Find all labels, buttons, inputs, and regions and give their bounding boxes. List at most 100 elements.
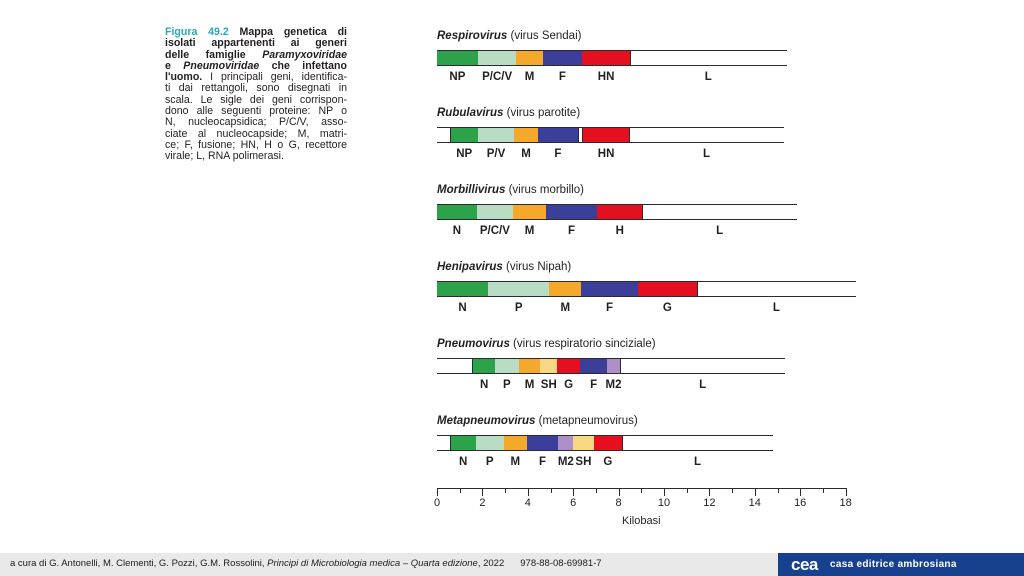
- gene-label: P: [485, 456, 494, 468]
- axis-tick-label: 16: [794, 497, 807, 509]
- axis-major-tick: [664, 488, 665, 496]
- text-run: dono alle seguenti proteine: NP o: [165, 105, 347, 118]
- gene-segment-m2: [558, 436, 574, 450]
- axis-major-tick: [482, 488, 484, 496]
- gene-label: P/C/V: [479, 225, 510, 237]
- gene-label: H: [615, 225, 624, 237]
- gene-label: NP: [449, 71, 466, 83]
- gene-label: P: [514, 302, 523, 314]
- text-run: N, nucleocapsidica; P/C/V, asso-: [165, 116, 347, 129]
- gene-segment-p: [488, 282, 550, 296]
- caption-line: l'uomo. I principali geni, identifica-: [165, 72, 347, 83]
- text-run: delle famiglie: [165, 48, 263, 61]
- figure-caption: Figura 49.2 Mappa genetica di isolati app…: [165, 26, 347, 163]
- axis-minor-tick: [686, 488, 688, 493]
- text-run: Principi di Microbiologia medica – Quart…: [267, 558, 478, 569]
- gene-label: F: [606, 302, 614, 314]
- gene-segment-spacer: [437, 359, 474, 373]
- gene-segment-spacer: [437, 436, 451, 450]
- axis-tick-label: 6: [570, 497, 577, 509]
- gene-label: G: [603, 456, 613, 468]
- gene-segment-l: [628, 128, 785, 142]
- axis-minor-tick: [732, 488, 734, 493]
- text-run: I principali geni, identifica-: [202, 71, 347, 84]
- caption-line: ciate al nucleocapside; M, matri-: [165, 128, 347, 140]
- virus-subtitle: (virus Nipah): [502, 261, 572, 273]
- gene-label: F: [558, 71, 566, 83]
- publisher-logo: cea casa editrice ambrosiana: [778, 553, 1024, 576]
- axis-major-tick: [754, 488, 756, 496]
- gene-segment-np: [450, 128, 478, 142]
- text-run: e: [165, 59, 184, 72]
- gene-bar: [437, 127, 785, 143]
- caption-line: ce; F, fusione; HN, H o G, recettore: [165, 138, 347, 151]
- gene-segment-g: [593, 436, 622, 450]
- virus-title: Pneumovirus (virus respiratorio sincizia…: [437, 338, 656, 350]
- text-run: Paramyxoviridae: [262, 48, 347, 61]
- footer-credits: a cura di G. Antonelli, M. Clementi, G. …: [10, 558, 602, 569]
- virus-genus: Respirovirus: [437, 30, 508, 42]
- axis-tick-label: 8: [615, 497, 622, 509]
- gene-segment-n: [473, 359, 495, 373]
- gene-label: L: [716, 225, 724, 237]
- gene-bar: [437, 435, 773, 451]
- axis-major-tick: [800, 488, 802, 496]
- text-run: virale; L, RNA polimerasi.: [165, 150, 284, 163]
- virus-title: Henipavirus (virus Nipah): [437, 261, 571, 273]
- virus-subtitle: (virus morbillo): [505, 184, 584, 196]
- axis-tick-label: 14: [748, 497, 761, 509]
- gene-segment-f: [580, 359, 608, 373]
- gene-label: M: [560, 302, 571, 314]
- axis-minor-tick: [777, 488, 779, 493]
- axis-minor-tick: [595, 488, 597, 493]
- gene-segment-l: [629, 51, 787, 65]
- text-run: scala. Le sigle dei geni corrispon-: [165, 93, 347, 106]
- axis-title: Kilobasi: [622, 515, 661, 527]
- caption-line: virale; L, RNA polimerasi.: [165, 151, 347, 162]
- virus-subtitle: (virus Sendai): [507, 30, 582, 42]
- axis-minor-tick: [505, 488, 507, 493]
- gene-segment-m: [514, 128, 538, 142]
- text-run: ce; F, fusione; HN, H o G, recettore: [165, 138, 347, 151]
- isbn: 978-88-08-69981-7: [520, 558, 602, 569]
- gene-segment-m: [549, 282, 582, 296]
- text-run: ti dai rettangoli, sono disegnati in: [165, 82, 347, 95]
- virus-genus: Morbillivirus: [437, 184, 506, 196]
- axis-tick-label: 2: [479, 497, 486, 509]
- virus-title: Rubulavirus (virus parotite): [437, 107, 580, 119]
- gene-segment-p: [475, 436, 504, 450]
- gene-segment-pv: [477, 128, 515, 142]
- axis-tick-label: 10: [657, 497, 671, 509]
- gene-segment-f: [545, 205, 598, 219]
- virus-title: Morbillivirus (virus morbillo): [437, 184, 584, 196]
- caption-line: scala. Le sigle dei geni corrispon-: [165, 93, 347, 106]
- virus-genus: Metapneumovirus: [437, 415, 536, 427]
- axis-minor-tick: [822, 488, 824, 493]
- gene-segment-spacer: [577, 128, 584, 142]
- virus-subtitle: (virus respiratorio sinciziale): [509, 338, 656, 350]
- caption-line: e Pneumoviridae che infettano: [165, 59, 347, 72]
- gene-segment-spacer: [437, 128, 451, 142]
- gene-segment-f: [542, 51, 583, 65]
- gene-segment-l: [619, 359, 786, 373]
- gene-segment-p: [494, 359, 519, 373]
- gene-segment-n: [437, 205, 477, 219]
- axis-major-tick: [573, 488, 575, 496]
- axis-tick-label: 18: [839, 497, 852, 509]
- caption-line: N, nucleocapsidica; P/C/V, asso-: [165, 117, 347, 128]
- gene-label: M: [521, 148, 531, 160]
- caption-line: delle famiglie Paramyxoviridae: [165, 48, 347, 61]
- text-run: l'uomo.: [165, 71, 203, 84]
- gene-label: L: [772, 302, 780, 314]
- gene-label: P/C/V: [482, 71, 513, 83]
- gene-segment-np: [437, 51, 478, 65]
- caption-line: Figura 49.2 Mappa genetica di: [165, 26, 347, 38]
- gene-segment-l: [622, 436, 773, 450]
- axis-major-tick: [437, 488, 438, 496]
- gene-label: P/V: [486, 148, 506, 160]
- gene-label: SH: [575, 456, 592, 468]
- gene-segment-pcv: [476, 205, 514, 219]
- gene-bar: [437, 50, 787, 66]
- virus-genus: Rubulavirus: [437, 107, 504, 119]
- axis-minor-tick: [550, 488, 552, 493]
